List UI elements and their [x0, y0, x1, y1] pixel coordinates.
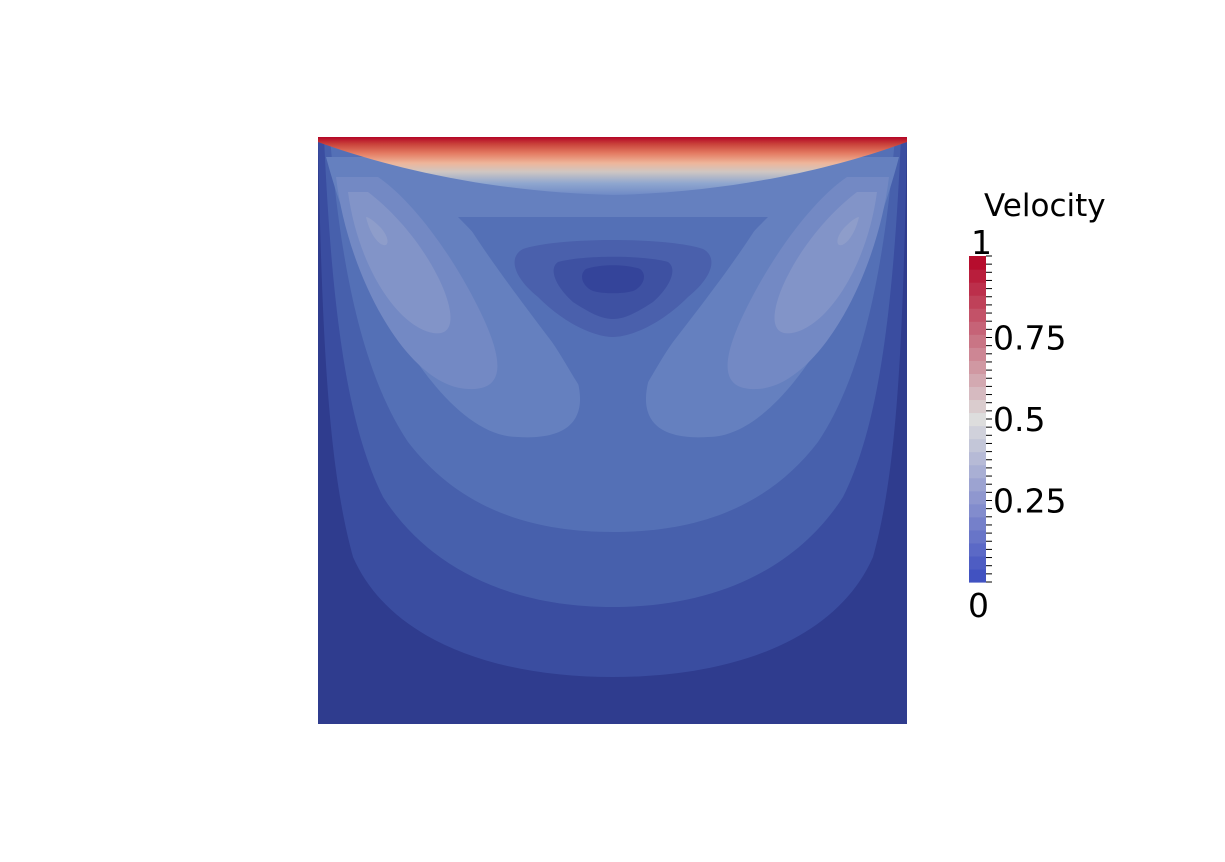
colorbar-level-swatch — [969, 490, 986, 505]
colorbar-tick-label: 0.5 — [993, 400, 1045, 439]
colorbar-level-swatch — [969, 334, 986, 348]
colorbar-level-swatch — [969, 256, 986, 270]
colorbar-level-swatch — [969, 399, 986, 414]
colorbar-title: Velocity — [984, 188, 1106, 224]
colorbar-level-swatch — [969, 451, 986, 466]
colorbar-level-swatch — [969, 412, 986, 427]
colorbar-tick-label: 1 — [971, 223, 992, 262]
colorbar: 1 0.75 0.5 0.25 0 — [968, 223, 1066, 625]
colorbar-level-swatch — [969, 386, 986, 401]
velocity-contour-plot — [318, 137, 907, 724]
colorbar-level-swatch — [969, 568, 986, 583]
colorbar-level-swatch — [969, 516, 986, 531]
colorbar-level-swatch — [969, 269, 986, 283]
colorbar-level-swatch — [969, 529, 986, 544]
colorbar-level-swatch — [969, 477, 986, 492]
colorbar-level-swatch — [969, 438, 986, 453]
colorbar-tick-label: 0.25 — [993, 482, 1066, 521]
contour-band-central-4 — [582, 265, 644, 294]
colorbar-tick-label: 0.75 — [993, 319, 1066, 358]
colorbar-level-swatch — [969, 503, 986, 518]
colorbar-tick-label: 0 — [968, 586, 989, 625]
colorbar-level-swatch — [969, 555, 986, 570]
colorbar-level-swatch — [969, 282, 986, 296]
colorbar-level-swatch — [969, 542, 986, 557]
colorbar-level-swatch — [969, 321, 986, 335]
colorbar-level-swatch — [969, 308, 986, 322]
contour-band-right-lobe-3 — [837, 217, 859, 246]
colorbar-level-swatch — [969, 425, 986, 440]
contour-band-left-lobe-3 — [366, 217, 388, 246]
colorbar-level-swatch — [969, 295, 986, 309]
colorbar-level-swatch — [969, 464, 986, 479]
colorbar-level-swatch — [969, 360, 986, 374]
contour-band-top-layer — [318, 137, 907, 195]
colorbar-level-swatch — [969, 373, 986, 387]
colorbar-level-swatch — [969, 347, 986, 361]
